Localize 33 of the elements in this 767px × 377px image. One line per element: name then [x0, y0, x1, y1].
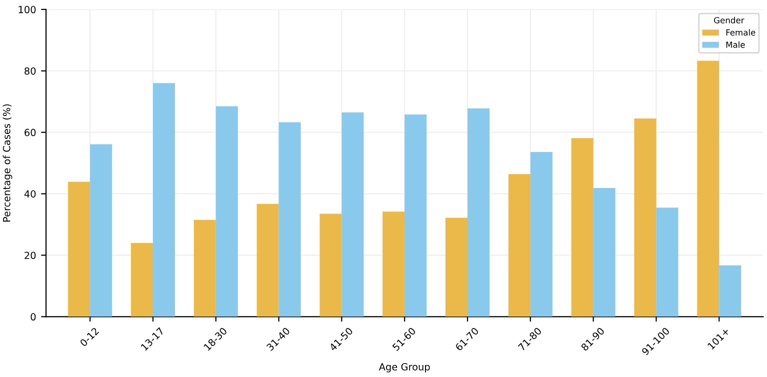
y-tick-label: 100 [18, 6, 36, 14]
legend-title: Gender [714, 16, 744, 24]
legend-label: Male [726, 41, 745, 48]
y-tick-label: 20 [24, 252, 36, 260]
bar [90, 144, 112, 317]
legend-label: Female [726, 29, 756, 36]
bar [382, 212, 405, 317]
bar [68, 182, 90, 317]
bar [468, 108, 490, 317]
bar [445, 218, 468, 317]
bar [634, 118, 656, 317]
x-axis-title: Age Group [378, 363, 430, 372]
bar [152, 83, 175, 317]
bar [278, 122, 301, 317]
bar [342, 112, 364, 317]
bar [256, 204, 279, 317]
bar [656, 208, 678, 317]
bar [571, 138, 594, 317]
bar [697, 60, 720, 317]
bar [130, 242, 153, 317]
bar [719, 265, 742, 317]
bar [216, 106, 238, 317]
bar [508, 174, 530, 317]
y-tick-label: 40 [24, 190, 36, 198]
bar [320, 214, 342, 317]
bar [194, 220, 216, 317]
y-tick-label: 80 [24, 67, 36, 75]
bar [593, 188, 616, 317]
y-tick-label: 60 [24, 128, 36, 136]
bar [530, 152, 552, 317]
y-axis-title: Percentage of Cases (%) [2, 104, 12, 222]
bar [404, 114, 427, 317]
y-tick-label: 0 [30, 313, 36, 321]
